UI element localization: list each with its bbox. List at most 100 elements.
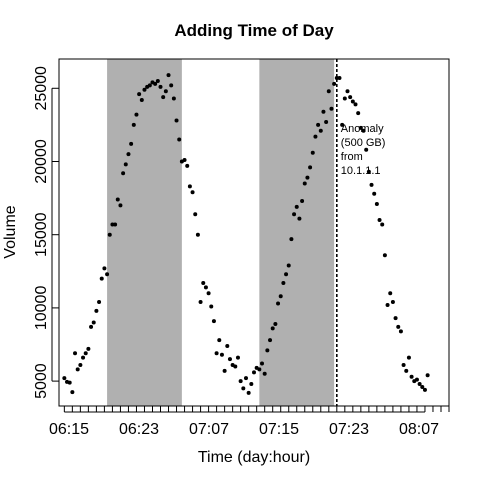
data-point <box>121 171 126 176</box>
data-point <box>326 89 331 94</box>
data-point <box>233 364 238 369</box>
data-point <box>382 253 387 258</box>
data-point <box>193 212 198 217</box>
annotation-line: (500 GB) <box>341 137 386 149</box>
data-point <box>113 222 118 227</box>
data-point <box>241 386 246 391</box>
annotation-line: from <box>341 151 363 163</box>
data-point <box>235 355 240 360</box>
data-point <box>318 128 323 133</box>
data-point <box>102 266 107 271</box>
data-point <box>131 122 136 127</box>
data-point <box>201 281 206 286</box>
y-axis: 5000 10000 15000 20000 25000 <box>33 66 59 399</box>
data-point <box>417 382 422 387</box>
chart-title: Adding Time of Day <box>174 21 334 40</box>
data-point <box>206 291 211 296</box>
shaded-regions <box>107 59 335 406</box>
data-point <box>214 351 219 356</box>
data-point <box>356 111 361 116</box>
data-point <box>321 109 326 114</box>
x-tick-label: 07:07 <box>189 421 229 438</box>
data-point <box>94 308 99 313</box>
annotation-line: 10.1.1.1 <box>341 165 381 177</box>
data-point <box>286 263 291 268</box>
data-point <box>134 112 139 117</box>
data-point <box>97 300 102 305</box>
data-point <box>262 371 267 376</box>
data-point <box>332 81 337 86</box>
data-point <box>107 232 112 237</box>
data-point <box>273 322 278 327</box>
data-point <box>350 99 355 104</box>
data-point <box>366 169 371 174</box>
x-tick-label: 08:07 <box>399 421 439 438</box>
data-point <box>374 201 379 206</box>
x-tick-label: 06:23 <box>119 421 159 438</box>
data-point <box>385 302 390 307</box>
data-point <box>105 272 110 277</box>
data-point <box>118 203 123 208</box>
data-point <box>388 291 393 296</box>
data-point <box>425 373 430 378</box>
y-axis-label: Volume <box>2 205 19 258</box>
y-tick-label: 20000 <box>33 139 50 184</box>
data-point <box>316 122 321 127</box>
data-point <box>83 351 88 356</box>
data-point <box>414 377 419 382</box>
data-point <box>73 351 78 356</box>
data-point <box>284 272 289 277</box>
data-point <box>91 320 96 325</box>
data-point <box>81 355 86 360</box>
data-point <box>294 204 299 209</box>
data-point <box>289 237 294 242</box>
data-point <box>211 319 216 324</box>
data-point <box>249 382 254 387</box>
data-point <box>158 84 163 89</box>
data-point <box>353 102 358 107</box>
data-point <box>337 76 342 81</box>
data-point <box>171 96 176 101</box>
data-point <box>364 147 369 152</box>
data-point <box>358 125 363 130</box>
data-point <box>147 83 152 88</box>
data-point <box>329 106 334 111</box>
data-point <box>390 300 395 305</box>
data-point <box>163 89 168 94</box>
data-point <box>404 368 409 373</box>
data-point <box>169 83 174 88</box>
y-tick-label: 5000 <box>33 363 50 399</box>
data-point <box>161 95 166 100</box>
data-point <box>185 163 190 168</box>
data-points <box>62 73 430 395</box>
data-point <box>246 390 251 395</box>
data-point <box>276 301 281 306</box>
data-point <box>393 316 398 321</box>
annotation-line: Anomaly <box>341 123 384 135</box>
data-point <box>409 374 414 379</box>
data-point <box>203 285 208 290</box>
data-point <box>297 216 302 221</box>
data-point <box>142 87 147 92</box>
x-axis: 06:15 06:23 07:07 07:15 07:23 08:07 <box>49 406 450 438</box>
data-point <box>115 197 120 202</box>
data-point <box>398 329 403 334</box>
x-tick-label: 07:23 <box>329 421 369 438</box>
data-point <box>126 152 131 157</box>
data-point <box>310 150 315 155</box>
data-point <box>174 118 179 123</box>
data-point <box>195 232 200 237</box>
data-point <box>219 352 224 357</box>
data-point <box>139 97 144 102</box>
data-point <box>372 191 377 196</box>
data-point <box>129 141 134 146</box>
data-point <box>78 363 83 368</box>
data-point <box>137 92 142 97</box>
night-shade-1 <box>107 59 182 406</box>
data-point <box>270 326 275 331</box>
data-point <box>342 96 347 101</box>
data-point <box>217 338 222 343</box>
data-point <box>313 134 318 139</box>
plot-frame <box>58 58 450 407</box>
